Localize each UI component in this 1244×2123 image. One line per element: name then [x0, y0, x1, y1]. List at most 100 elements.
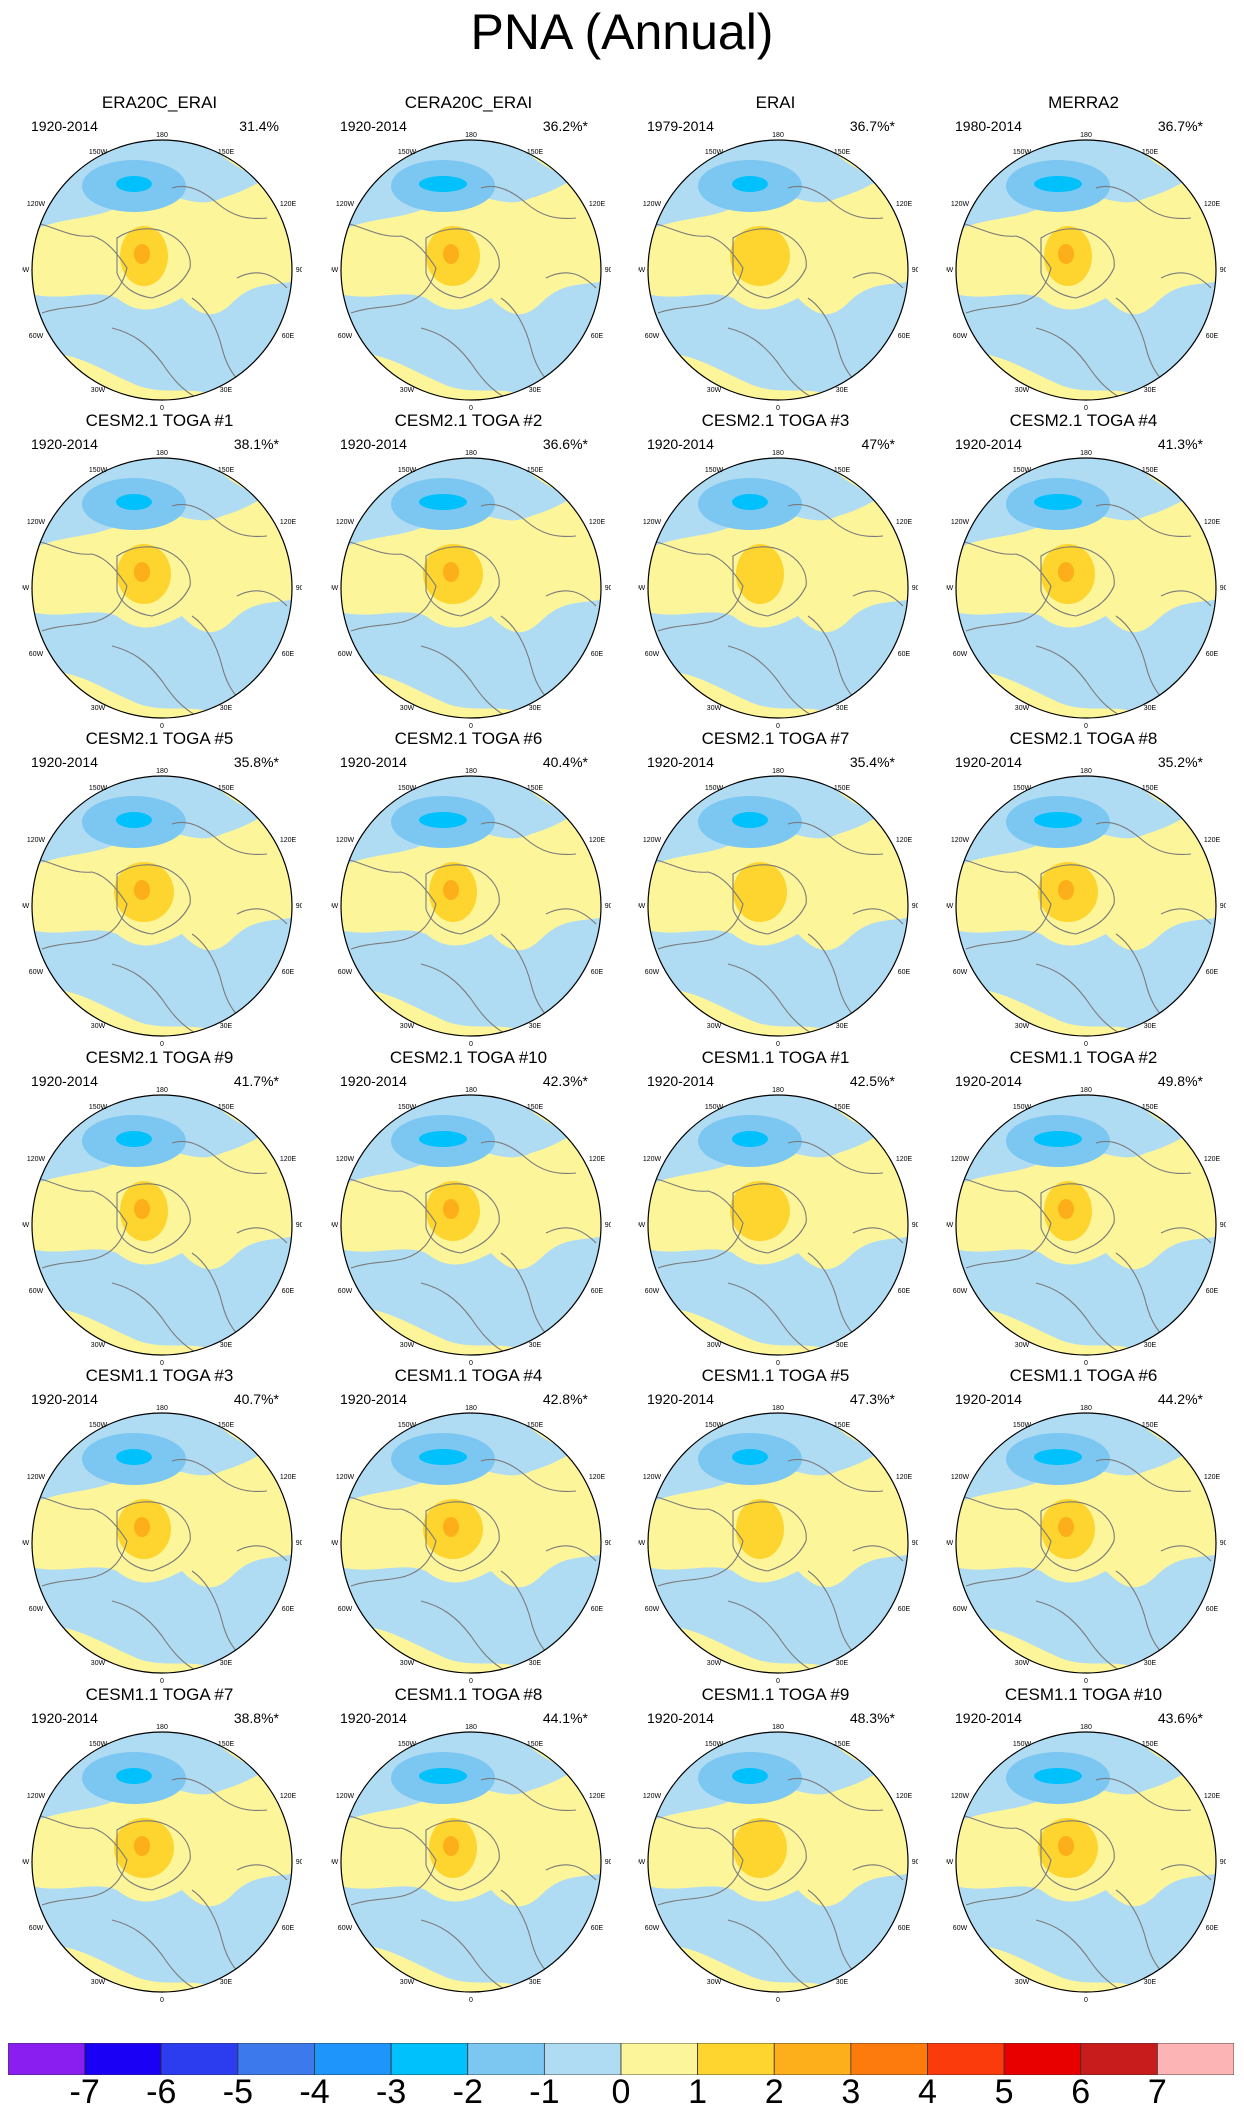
coastline: [36, 1177, 128, 1269]
panel-percent: 49.8%*: [1157, 1073, 1203, 1089]
map-boundary: [31, 1731, 293, 1993]
positive-band: [956, 148, 1216, 315]
panel-title: CESM2.1 TOGA #5: [85, 729, 234, 748]
positive-peak: [1058, 1517, 1074, 1537]
coastline: [425, 864, 500, 935]
longitude-label: 0: [160, 1678, 164, 1685]
negative-peak: [419, 1131, 467, 1147]
longitude-label: 30E: [529, 1342, 542, 1349]
longitude-label: 30E: [220, 705, 233, 712]
longitude-label: 180: [156, 768, 168, 775]
colorbar-tick-label: 1: [688, 2073, 708, 2111]
map-boundary: [647, 139, 909, 401]
positive-band: [32, 1103, 292, 1270]
coastline: [652, 222, 744, 314]
panel-years: 1920-2014: [340, 1073, 407, 1089]
positive-peak: [443, 562, 459, 582]
longitude-label: 30E: [220, 1979, 233, 1986]
coastline: [480, 1458, 577, 1493]
panel-years: 1920-2014: [340, 118, 407, 134]
longitude-label: 150E: [834, 1422, 851, 1429]
longitude-label: 60E: [591, 969, 604, 976]
negative-peak: [1034, 1449, 1082, 1465]
coastline: [787, 503, 884, 538]
coastline: [425, 228, 500, 299]
negative-peak: [732, 812, 768, 828]
panel-years: 1920-2014: [955, 1710, 1022, 1726]
longitude-label: 30W: [91, 387, 106, 394]
longitude-label: 150E: [834, 1104, 851, 1111]
map-panel: CESM2.1 TOGA #4 1920-2014 41.3%* 180 0 90W 90E…: [928, 411, 1239, 731]
longitude-label: 150E: [1142, 1104, 1159, 1111]
coastline: [116, 864, 191, 935]
panel-title: CESM2.1 TOGA #7: [701, 729, 850, 748]
map-panel: CESM2.1 TOGA #3 1920-2014 47%* 180 0 90W 90E 15…: [620, 411, 931, 731]
longitude-label: 150W: [705, 785, 724, 792]
longitude-label: 150E: [527, 467, 544, 474]
longitude-label: 90W: [946, 903, 954, 910]
polar-map: 180 0 90W 90E 150W 120W 150E 120E 60W 30W 60E 30E: [22, 1724, 302, 2004]
positive-band: [32, 148, 292, 315]
longitude-label: 180: [156, 1724, 168, 1731]
positive-band: [341, 1740, 601, 1907]
longitude-label: 180: [1080, 768, 1092, 775]
coastline: [236, 1864, 288, 1881]
longitude-label: 30E: [1144, 387, 1157, 394]
positive-band: [341, 1421, 601, 1588]
coastline: [236, 590, 288, 607]
map-panel: CESM2.1 TOGA #1 1920-2014 38.1%* 180 0 90W 90E…: [4, 411, 315, 731]
longitude-label: 150E: [218, 1104, 235, 1111]
negative-peak: [116, 494, 152, 510]
longitude-label: 60E: [1206, 1925, 1219, 1932]
longitude-label: 60E: [898, 1606, 911, 1613]
longitude-label: 30W: [400, 387, 415, 394]
map-boundary: [340, 139, 602, 401]
map-boundary: [955, 1412, 1217, 1674]
positive-peak: [134, 1199, 150, 1219]
longitude-label: 60E: [898, 1925, 911, 1932]
longitude-label: 0: [469, 1360, 473, 1367]
longitude-label: 120E: [1204, 1793, 1221, 1800]
coastline: [480, 503, 577, 538]
positive-band: [648, 466, 908, 633]
coastline: [545, 908, 597, 925]
map-panel: CESM2.1 TOGA #5 1920-2014 35.8%* 180 0 90W 90E…: [4, 729, 315, 1049]
colorbar-swatch: [543, 2043, 622, 2075]
longitude-label: 180: [1080, 1724, 1092, 1731]
positive-band: [956, 1421, 1216, 1588]
longitude-label: 120W: [27, 1793, 46, 1800]
longitude-label: 60W: [645, 333, 660, 340]
longitude-label: 150W: [89, 1422, 108, 1429]
map-boundary: [955, 775, 1217, 1037]
coastline: [1040, 546, 1115, 617]
coastline: [1160, 908, 1212, 925]
map-boundary: [31, 1412, 293, 1674]
longitude-label: 150E: [218, 1422, 235, 1429]
panel-title: CESM1.1 TOGA #1: [701, 1048, 850, 1067]
longitude-label: 90W: [946, 1222, 954, 1229]
longitude-label: 90W: [22, 1222, 30, 1229]
longitude-label: 90E: [605, 267, 611, 274]
colorbar-tick-label: -6: [146, 2073, 177, 2111]
coastline: [420, 1600, 507, 1672]
longitude-label: 150W: [398, 785, 417, 792]
positive-peak: [443, 244, 459, 264]
coastline: [732, 1501, 807, 1572]
polar-map: 180 0 90W 90E 150W 120W 150E 120E 60W 30W 60E 30E: [331, 768, 611, 1048]
colorbar-swatch: [927, 2043, 1005, 2075]
negative-peak: [1034, 1131, 1082, 1147]
coastline: [545, 590, 597, 607]
polar-map: 180 0 90W 90E 150W 120W 150E 120E 60W 30W 60E 30E: [946, 768, 1226, 1048]
coastline: [1160, 272, 1212, 289]
panel-title: CESM2.1 TOGA #6: [394, 729, 543, 748]
coastline: [1035, 1600, 1122, 1672]
longitude-label: 150E: [218, 1741, 235, 1748]
longitude-label: 90E: [912, 903, 918, 910]
positive-peak: [1058, 1199, 1074, 1219]
panel-title: MERRA2: [1048, 93, 1119, 112]
longitude-label: 60W: [953, 1288, 968, 1295]
longitude-label: 30W: [91, 1979, 106, 1986]
longitude-label: 30W: [1015, 705, 1030, 712]
longitude-label: 120W: [643, 1793, 662, 1800]
coastline: [111, 1282, 198, 1354]
